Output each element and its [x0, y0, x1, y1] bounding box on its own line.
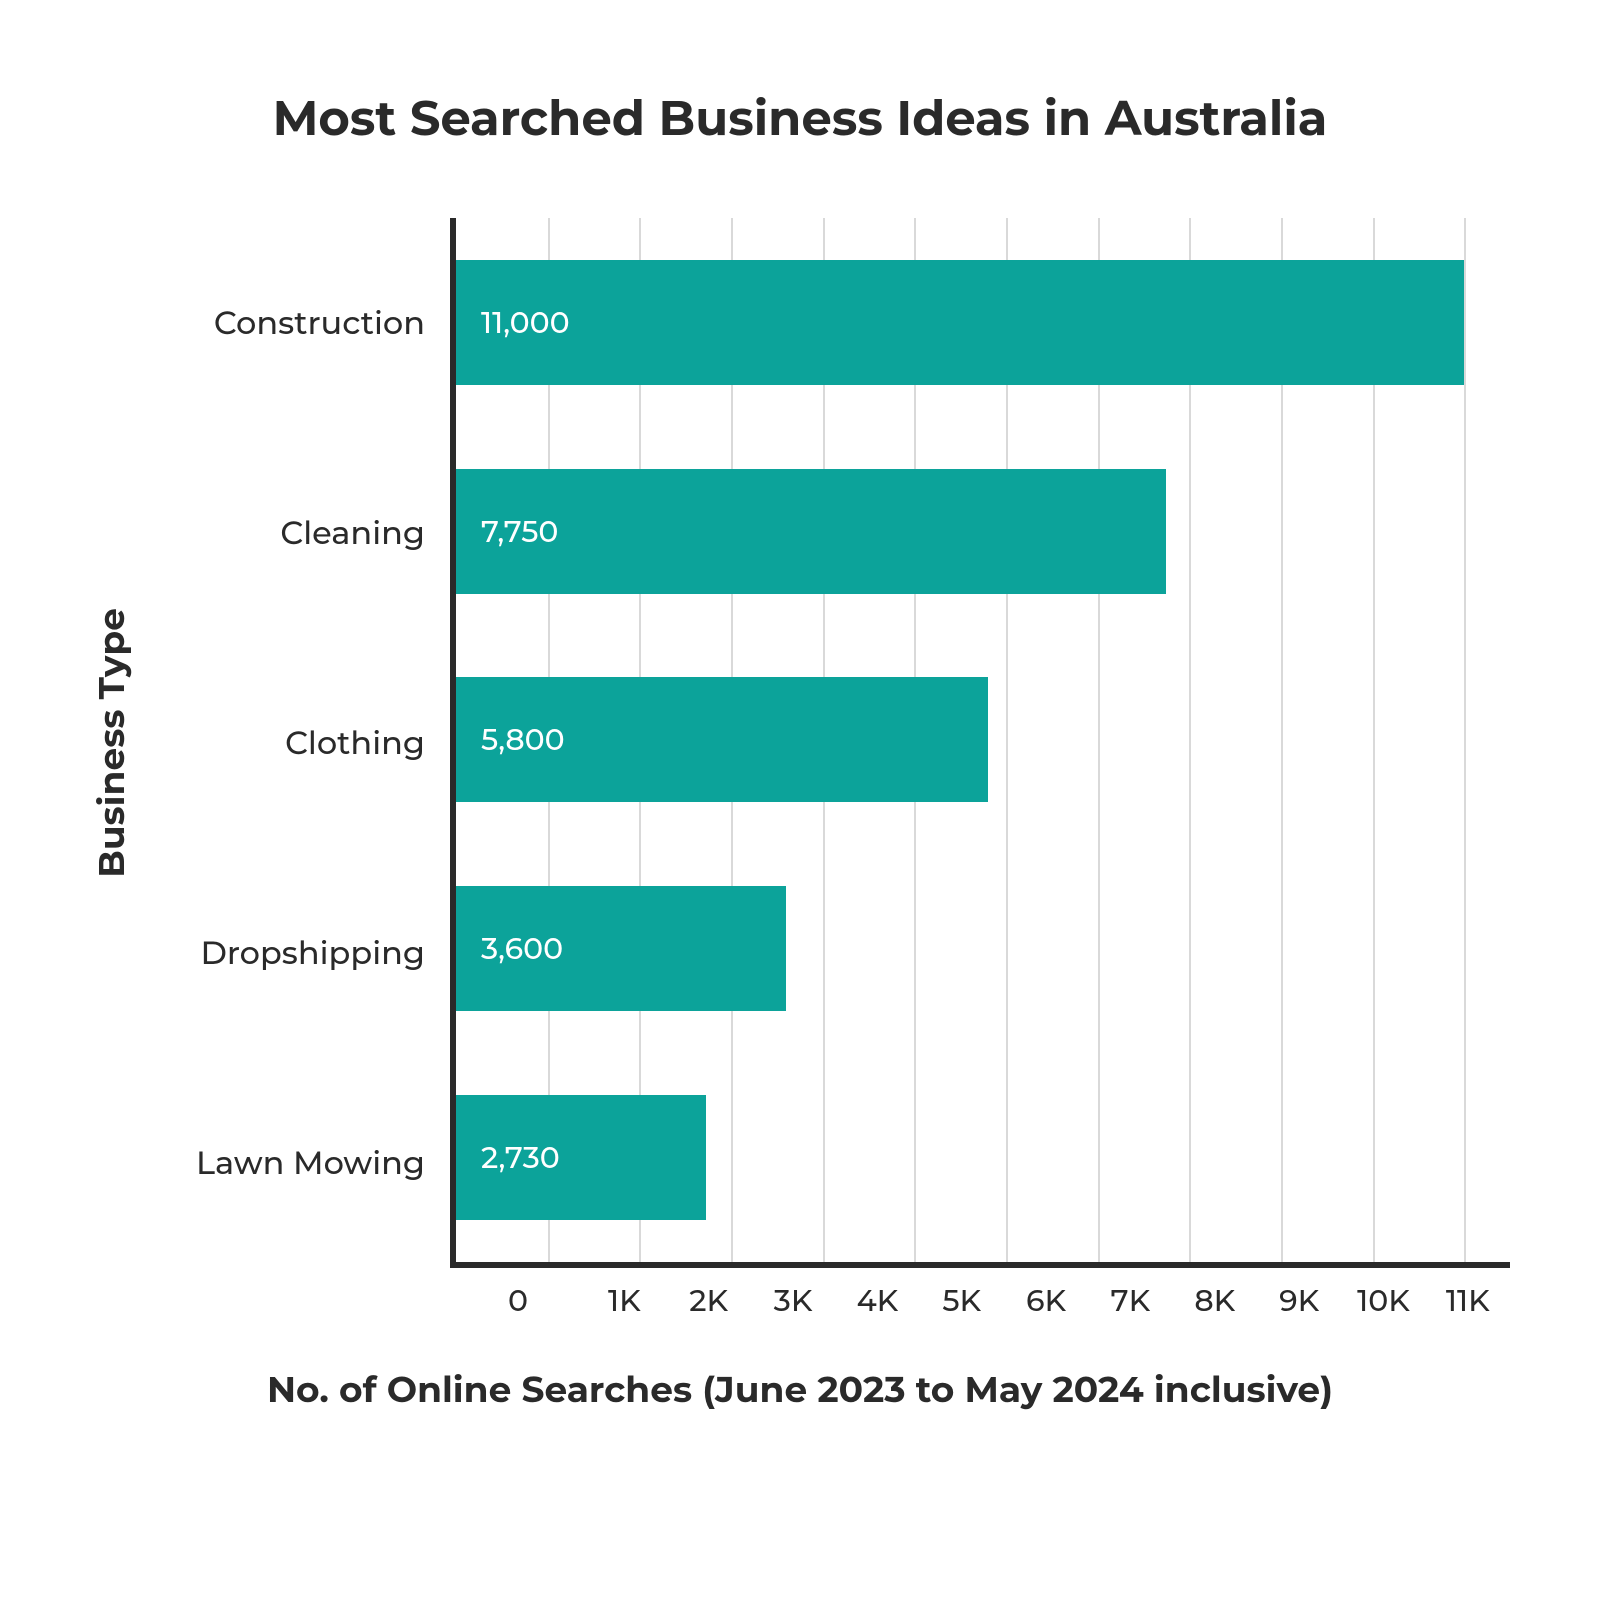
x-tick-label: 6K: [1026, 1282, 1066, 1319]
x-tick-label: 2K: [689, 1282, 728, 1319]
chart-container: Most Searched Business Ideas in Australi…: [0, 0, 1600, 1600]
bar-value-label: 3,600: [456, 930, 563, 967]
chart-title: Most Searched Business Ideas in Australi…: [90, 90, 1510, 148]
bar-value-label: 7,750: [456, 513, 558, 550]
y-axis-label: Business Type: [90, 608, 150, 878]
x-tick-label: 0: [508, 1282, 528, 1319]
x-ticks: 01K2K3K4K5K6K7K8K9K10K11K: [540, 1268, 1510, 1328]
category-label: Construction: [214, 304, 425, 343]
x-tick-label: 7K: [1111, 1282, 1151, 1319]
category-label: Cleaning: [280, 514, 425, 553]
category-label: Dropshipping: [200, 934, 425, 973]
bar: 3,600: [456, 886, 786, 1011]
chart-body: Business Type Construction Cleaning Clot…: [90, 218, 1510, 1268]
bar: 5,800: [456, 677, 988, 802]
category-label: Clothing: [285, 724, 425, 763]
bars-group: 11,000 7,750 5,800 3,600 2,730: [456, 218, 1510, 1262]
x-tick-label: 5K: [942, 1282, 981, 1319]
plot-area: 11,000 7,750 5,800 3,600 2,730: [450, 218, 1510, 1268]
x-tick-label: 4K: [857, 1282, 899, 1319]
x-tick-label: 10K: [1357, 1282, 1410, 1319]
x-axis-label: No. of Online Searches (June 2023 to May…: [90, 1368, 1510, 1412]
bar: 7,750: [456, 469, 1166, 594]
x-tick-label: 9K: [1279, 1282, 1319, 1319]
x-tick-label: 1K: [608, 1282, 641, 1319]
x-tick-label: 3K: [774, 1282, 813, 1319]
x-tick-label: 11K: [1446, 1282, 1490, 1319]
x-tick-label: 8K: [1194, 1282, 1235, 1319]
bar-value-label: 5,800: [456, 721, 565, 758]
y-categories: Construction Cleaning Clothing Dropshipp…: [150, 218, 450, 1268]
bar-value-label: 11,000: [456, 304, 570, 341]
bar-value-label: 2,730: [456, 1139, 560, 1176]
bar: 2,730: [456, 1095, 706, 1220]
bar: 11,000: [456, 260, 1464, 385]
category-label: Lawn Mowing: [196, 1144, 425, 1183]
